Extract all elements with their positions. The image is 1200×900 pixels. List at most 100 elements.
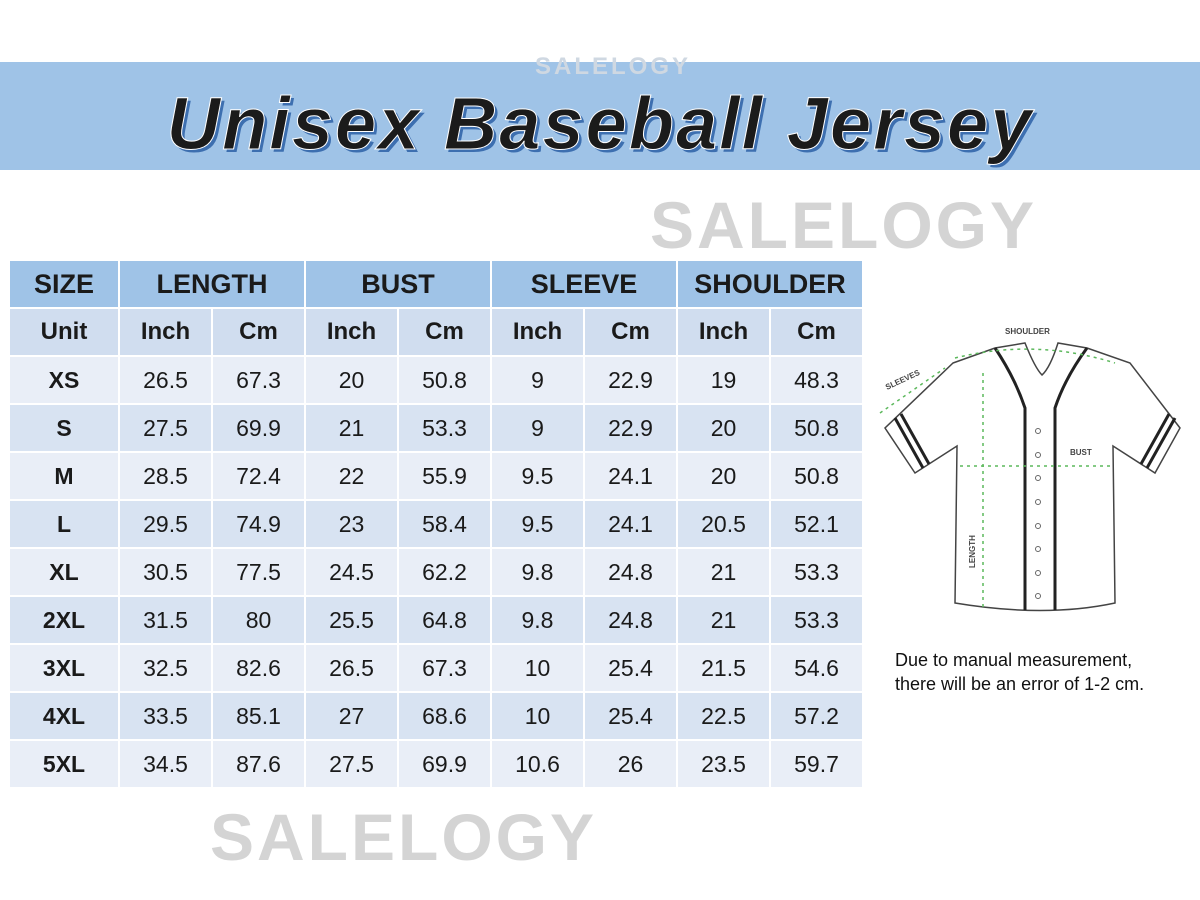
measurement-cell: 30.5 <box>120 549 211 595</box>
size-cell: 5XL <box>10 741 118 787</box>
measurement-cell: 68.6 <box>399 693 490 739</box>
measurement-cell: 28.5 <box>120 453 211 499</box>
measurement-cell: 27.5 <box>306 741 397 787</box>
unit-cell: Cm <box>399 309 490 355</box>
watermark: SALELOGY <box>535 53 692 80</box>
measurement-cell: 64.8 <box>399 597 490 643</box>
measurement-cell: 74.9 <box>213 501 304 547</box>
measurement-cell: 48.3 <box>771 357 862 403</box>
measurement-cell: 32.5 <box>120 645 211 691</box>
table-row: 4XL 33.5 85.1 27 68.6 10 25.4 22.5 57.2 <box>10 693 862 739</box>
measurement-cell: 26 <box>585 741 676 787</box>
measurement-cell: 26.5 <box>120 357 211 403</box>
measurement-cell: 53.3 <box>399 405 490 451</box>
measurement-cell: 22.9 <box>585 357 676 403</box>
measurement-cell: 25.4 <box>585 645 676 691</box>
measurement-cell: 69.9 <box>213 405 304 451</box>
measurement-cell: 52.1 <box>771 501 862 547</box>
unit-cell: Cm <box>585 309 676 355</box>
measurement-cell: 25.4 <box>585 693 676 739</box>
table-row: L 29.5 74.9 23 58.4 9.5 24.1 20.5 52.1 <box>10 501 862 547</box>
measurement-cell: 77.5 <box>213 549 304 595</box>
size-chart-table: SIZE LENGTH BUST SLEEVE SHOULDER Unit In… <box>8 259 864 789</box>
size-cell: L <box>10 501 118 547</box>
table-row: 5XL 34.5 87.6 27.5 69.9 10.6 26 23.5 59.7 <box>10 741 862 787</box>
measurement-cell: 9.5 <box>492 501 583 547</box>
size-cell: 2XL <box>10 597 118 643</box>
unit-label: Unit <box>10 309 118 355</box>
note-line-1: Due to manual measurement, <box>895 650 1133 670</box>
measurement-cell: 23.5 <box>678 741 769 787</box>
measurement-cell: 20 <box>678 405 769 451</box>
measurement-cell: 24.8 <box>585 549 676 595</box>
measurement-cell: 20.5 <box>678 501 769 547</box>
measurement-cell: 50.8 <box>771 405 862 451</box>
measurement-cell: 67.3 <box>399 645 490 691</box>
measurement-cell: 80 <box>213 597 304 643</box>
measurement-cell: 20 <box>678 453 769 499</box>
size-cell: XL <box>10 549 118 595</box>
unit-cell: Cm <box>771 309 862 355</box>
measurement-cell: 26.5 <box>306 645 397 691</box>
unit-cell: Inch <box>492 309 583 355</box>
group-header-row: SIZE LENGTH BUST SLEEVE SHOULDER <box>10 261 862 307</box>
measurement-cell: 33.5 <box>120 693 211 739</box>
size-cell: M <box>10 453 118 499</box>
measurement-cell: 9 <box>492 405 583 451</box>
unit-row: Unit Inch Cm Inch Cm Inch Cm Inch Cm <box>10 309 862 355</box>
note-line-2: there will be an error of 1-2 cm. <box>895 674 1145 694</box>
table-row: XL 30.5 77.5 24.5 62.2 9.8 24.8 21 53.3 <box>10 549 862 595</box>
page-title: Unisex Baseball Jersey <box>166 82 1034 165</box>
measurement-cell: 21.5 <box>678 645 769 691</box>
size-cell: XS <box>10 357 118 403</box>
measurement-cell: 10.6 <box>492 741 583 787</box>
measurement-cell: 24.1 <box>585 501 676 547</box>
size-cell: S <box>10 405 118 451</box>
measurement-cell: 22.9 <box>585 405 676 451</box>
size-cell: 3XL <box>10 645 118 691</box>
measurement-cell: 34.5 <box>120 741 211 787</box>
measurement-cell: 9.8 <box>492 597 583 643</box>
measurement-cell: 24.1 <box>585 453 676 499</box>
measurement-cell: 19 <box>678 357 769 403</box>
table-row: 2XL 31.5 80 25.5 64.8 9.8 24.8 21 53.3 <box>10 597 862 643</box>
measurement-cell: 85.1 <box>213 693 304 739</box>
measurement-cell: 9.8 <box>492 549 583 595</box>
measurement-cell: 20 <box>306 357 397 403</box>
measurement-cell: 10 <box>492 693 583 739</box>
header-size: SIZE <box>10 261 118 307</box>
measurement-cell: 67.3 <box>213 357 304 403</box>
measurement-cell: 54.6 <box>771 645 862 691</box>
measurement-cell: 62.2 <box>399 549 490 595</box>
measurement-cell: 9 <box>492 357 583 403</box>
measurement-cell: 10 <box>492 645 583 691</box>
watermark: SALELOGY <box>650 188 1038 262</box>
measurement-cell: 55.9 <box>399 453 490 499</box>
measurement-cell: 27.5 <box>120 405 211 451</box>
size-cell: 4XL <box>10 693 118 739</box>
measurement-cell: 69.9 <box>399 741 490 787</box>
measurement-cell: 9.5 <box>492 453 583 499</box>
measurement-cell: 50.8 <box>399 357 490 403</box>
label-bust: BUST <box>1070 448 1092 457</box>
measurement-cell: 59.7 <box>771 741 862 787</box>
measurement-cell: 53.3 <box>771 597 862 643</box>
header-length: LENGTH <box>120 261 304 307</box>
measurement-cell: 25.5 <box>306 597 397 643</box>
measurement-note: Due to manual measurement, there will be… <box>895 648 1144 696</box>
measurement-cell: 22 <box>306 453 397 499</box>
measurement-cell: 87.6 <box>213 741 304 787</box>
measurement-cell: 57.2 <box>771 693 862 739</box>
header-shoulder: SHOULDER <box>678 261 862 307</box>
measurement-cell: 21 <box>678 597 769 643</box>
table-row: 3XL 32.5 82.6 26.5 67.3 10 25.4 21.5 54.6 <box>10 645 862 691</box>
measurement-cell: 72.4 <box>213 453 304 499</box>
label-length: LENGTH <box>968 535 977 568</box>
measurement-cell: 50.8 <box>771 453 862 499</box>
unit-cell: Cm <box>213 309 304 355</box>
unit-cell: Inch <box>678 309 769 355</box>
table-row: M 28.5 72.4 22 55.9 9.5 24.1 20 50.8 <box>10 453 862 499</box>
unit-cell: Inch <box>120 309 211 355</box>
measurement-cell: 58.4 <box>399 501 490 547</box>
unit-cell: Inch <box>306 309 397 355</box>
